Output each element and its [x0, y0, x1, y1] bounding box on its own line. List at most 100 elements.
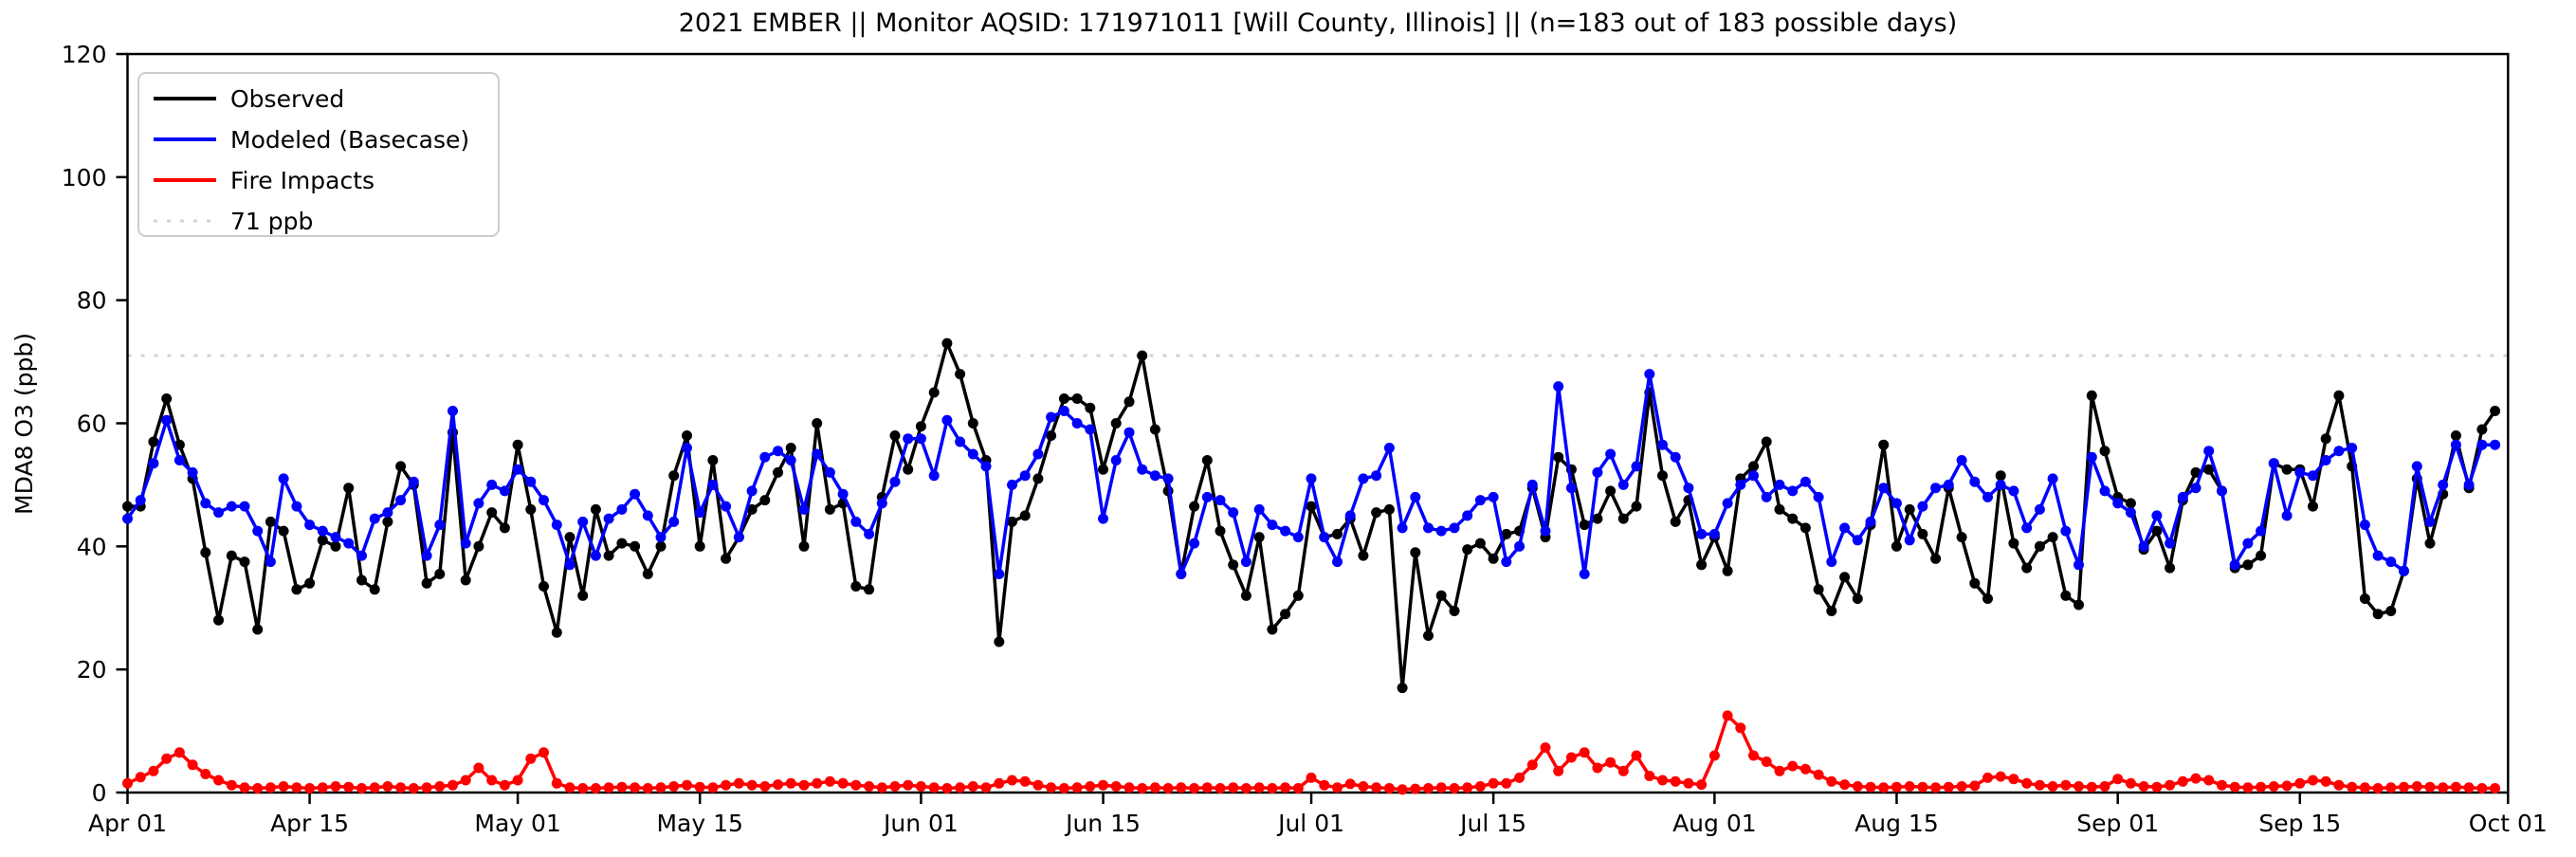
modeled-basecase--marker: [226, 501, 237, 512]
fire-impacts-marker: [1813, 769, 1824, 780]
fire-impacts-marker: [1253, 782, 1265, 793]
modeled-basecase--marker: [1995, 479, 2006, 490]
fire-impacts-marker: [2060, 779, 2072, 791]
modeled-basecase--marker: [980, 461, 992, 472]
observed-marker: [473, 540, 484, 552]
fire-impacts-marker: [2399, 781, 2409, 793]
x-tick-label: Sep 15: [2258, 810, 2341, 837]
fire-impacts-marker: [395, 782, 407, 793]
fire-impacts-marker: [1943, 781, 1954, 793]
fire-impacts-marker: [1657, 775, 1668, 786]
observed-marker: [122, 501, 133, 512]
fire-impacts-marker: [161, 753, 173, 764]
observed-marker: [759, 495, 771, 506]
fire-impacts-marker: [2165, 779, 2176, 791]
fire-impacts-marker: [1032, 779, 1044, 791]
observed-marker: [955, 369, 966, 380]
y-tick-label: 100: [62, 164, 107, 191]
fire-impacts-marker: [421, 782, 432, 793]
fire-impacts-marker: [2151, 781, 2163, 793]
fire-impacts-marker: [1435, 782, 1447, 793]
modeled-basecase--marker: [1943, 479, 1954, 490]
modeled-basecase--marker: [1800, 476, 1811, 487]
modeled-basecase--marker: [603, 513, 614, 524]
modeled-basecase--marker: [2021, 522, 2033, 534]
observed-marker: [278, 525, 289, 537]
modeled-basecase--marker: [1826, 556, 1837, 568]
observed-marker: [630, 540, 641, 552]
observed-marker: [551, 627, 562, 638]
observed-marker: [1423, 630, 1434, 641]
fire-impacts-marker: [2256, 781, 2267, 793]
fire-impacts-marker: [278, 781, 289, 792]
fire-impacts-marker: [343, 781, 355, 793]
modeled-basecase--marker: [369, 513, 380, 524]
fire-impacts-marker: [512, 775, 523, 786]
modeled-basecase--marker: [2074, 559, 2084, 571]
modeled-basecase--marker: [1488, 491, 1499, 502]
observed-marker: [252, 624, 264, 635]
observed-marker: [200, 547, 211, 558]
observed-marker: [824, 503, 835, 515]
fire-impacts-marker: [1319, 779, 1330, 791]
modeled-basecase--marker: [448, 406, 458, 416]
observed-marker: [161, 393, 173, 404]
observed-marker: [1839, 572, 1851, 583]
modeled-basecase--marker: [721, 501, 732, 512]
modeled-basecase--marker: [1201, 491, 1213, 502]
observed-marker: [2151, 525, 2163, 537]
fire-impacts-marker: [2320, 775, 2331, 787]
modeled-basecase--marker: [304, 520, 316, 531]
observed-marker: [616, 538, 628, 549]
fire-impacts-marker: [1280, 782, 1291, 793]
observed-marker: [1748, 461, 1759, 472]
modeled-basecase--marker: [941, 414, 953, 426]
fire-impacts-marker: [824, 775, 835, 787]
modeled-basecase--marker: [1761, 491, 1772, 502]
y-tick-label: 80: [77, 287, 107, 315]
modeled-basecase--marker: [174, 455, 185, 465]
modeled-basecase--marker: [1644, 369, 1655, 380]
modeled-basecase--marker: [213, 507, 224, 519]
fire-impacts-marker: [226, 779, 237, 791]
fire-impacts-marker: [356, 783, 367, 793]
observed-marker: [356, 574, 367, 586]
modeled-basecase--marker: [1137, 464, 1148, 475]
fire-impacts-marker: [1826, 775, 1837, 787]
fire-impacts-marker: [2490, 783, 2501, 793]
fire-impacts-marker: [525, 753, 537, 764]
modeled-basecase--marker: [2242, 538, 2254, 549]
observed-marker: [798, 540, 810, 552]
observed-marker: [1501, 528, 1512, 539]
fire-impacts-marker: [577, 783, 589, 793]
fire-impacts-marker: [1722, 710, 1733, 721]
fire-impacts-marker: [1526, 759, 1538, 771]
modeled-basecase--marker: [1423, 522, 1434, 534]
observed-marker: [1891, 540, 1902, 552]
observed-marker: [1930, 553, 1942, 564]
observed-marker: [525, 503, 537, 515]
modeled-basecase--marker: [265, 556, 276, 568]
observed-marker: [850, 581, 862, 592]
modeled-basecase--marker: [2399, 565, 2409, 576]
modeled-basecase--marker: [434, 520, 446, 531]
modeled-basecase--marker: [408, 476, 419, 487]
observed-marker: [1488, 553, 1499, 564]
fire-impacts-marker: [668, 781, 680, 792]
fire-impacts-marker: [2372, 783, 2384, 793]
observed-marker: [1397, 683, 1408, 694]
fire-impacts-marker: [1137, 783, 1148, 793]
fire-impacts-marker: [2099, 781, 2110, 792]
fire-impacts-marker: [2347, 781, 2358, 793]
observed-marker: [148, 436, 159, 447]
modeled-basecase--marker: [2229, 559, 2240, 571]
observed-marker: [967, 418, 978, 428]
modeled-basecase--marker: [539, 495, 549, 506]
fire-impacts-marker: [967, 781, 978, 792]
observed-marker: [1617, 513, 1629, 524]
modeled-basecase--marker: [1098, 513, 1108, 524]
fire-impacts-marker: [1514, 772, 1526, 783]
observed-marker: [1110, 418, 1122, 428]
observed-marker: [889, 430, 901, 441]
fire-impacts-marker: [2074, 781, 2084, 792]
